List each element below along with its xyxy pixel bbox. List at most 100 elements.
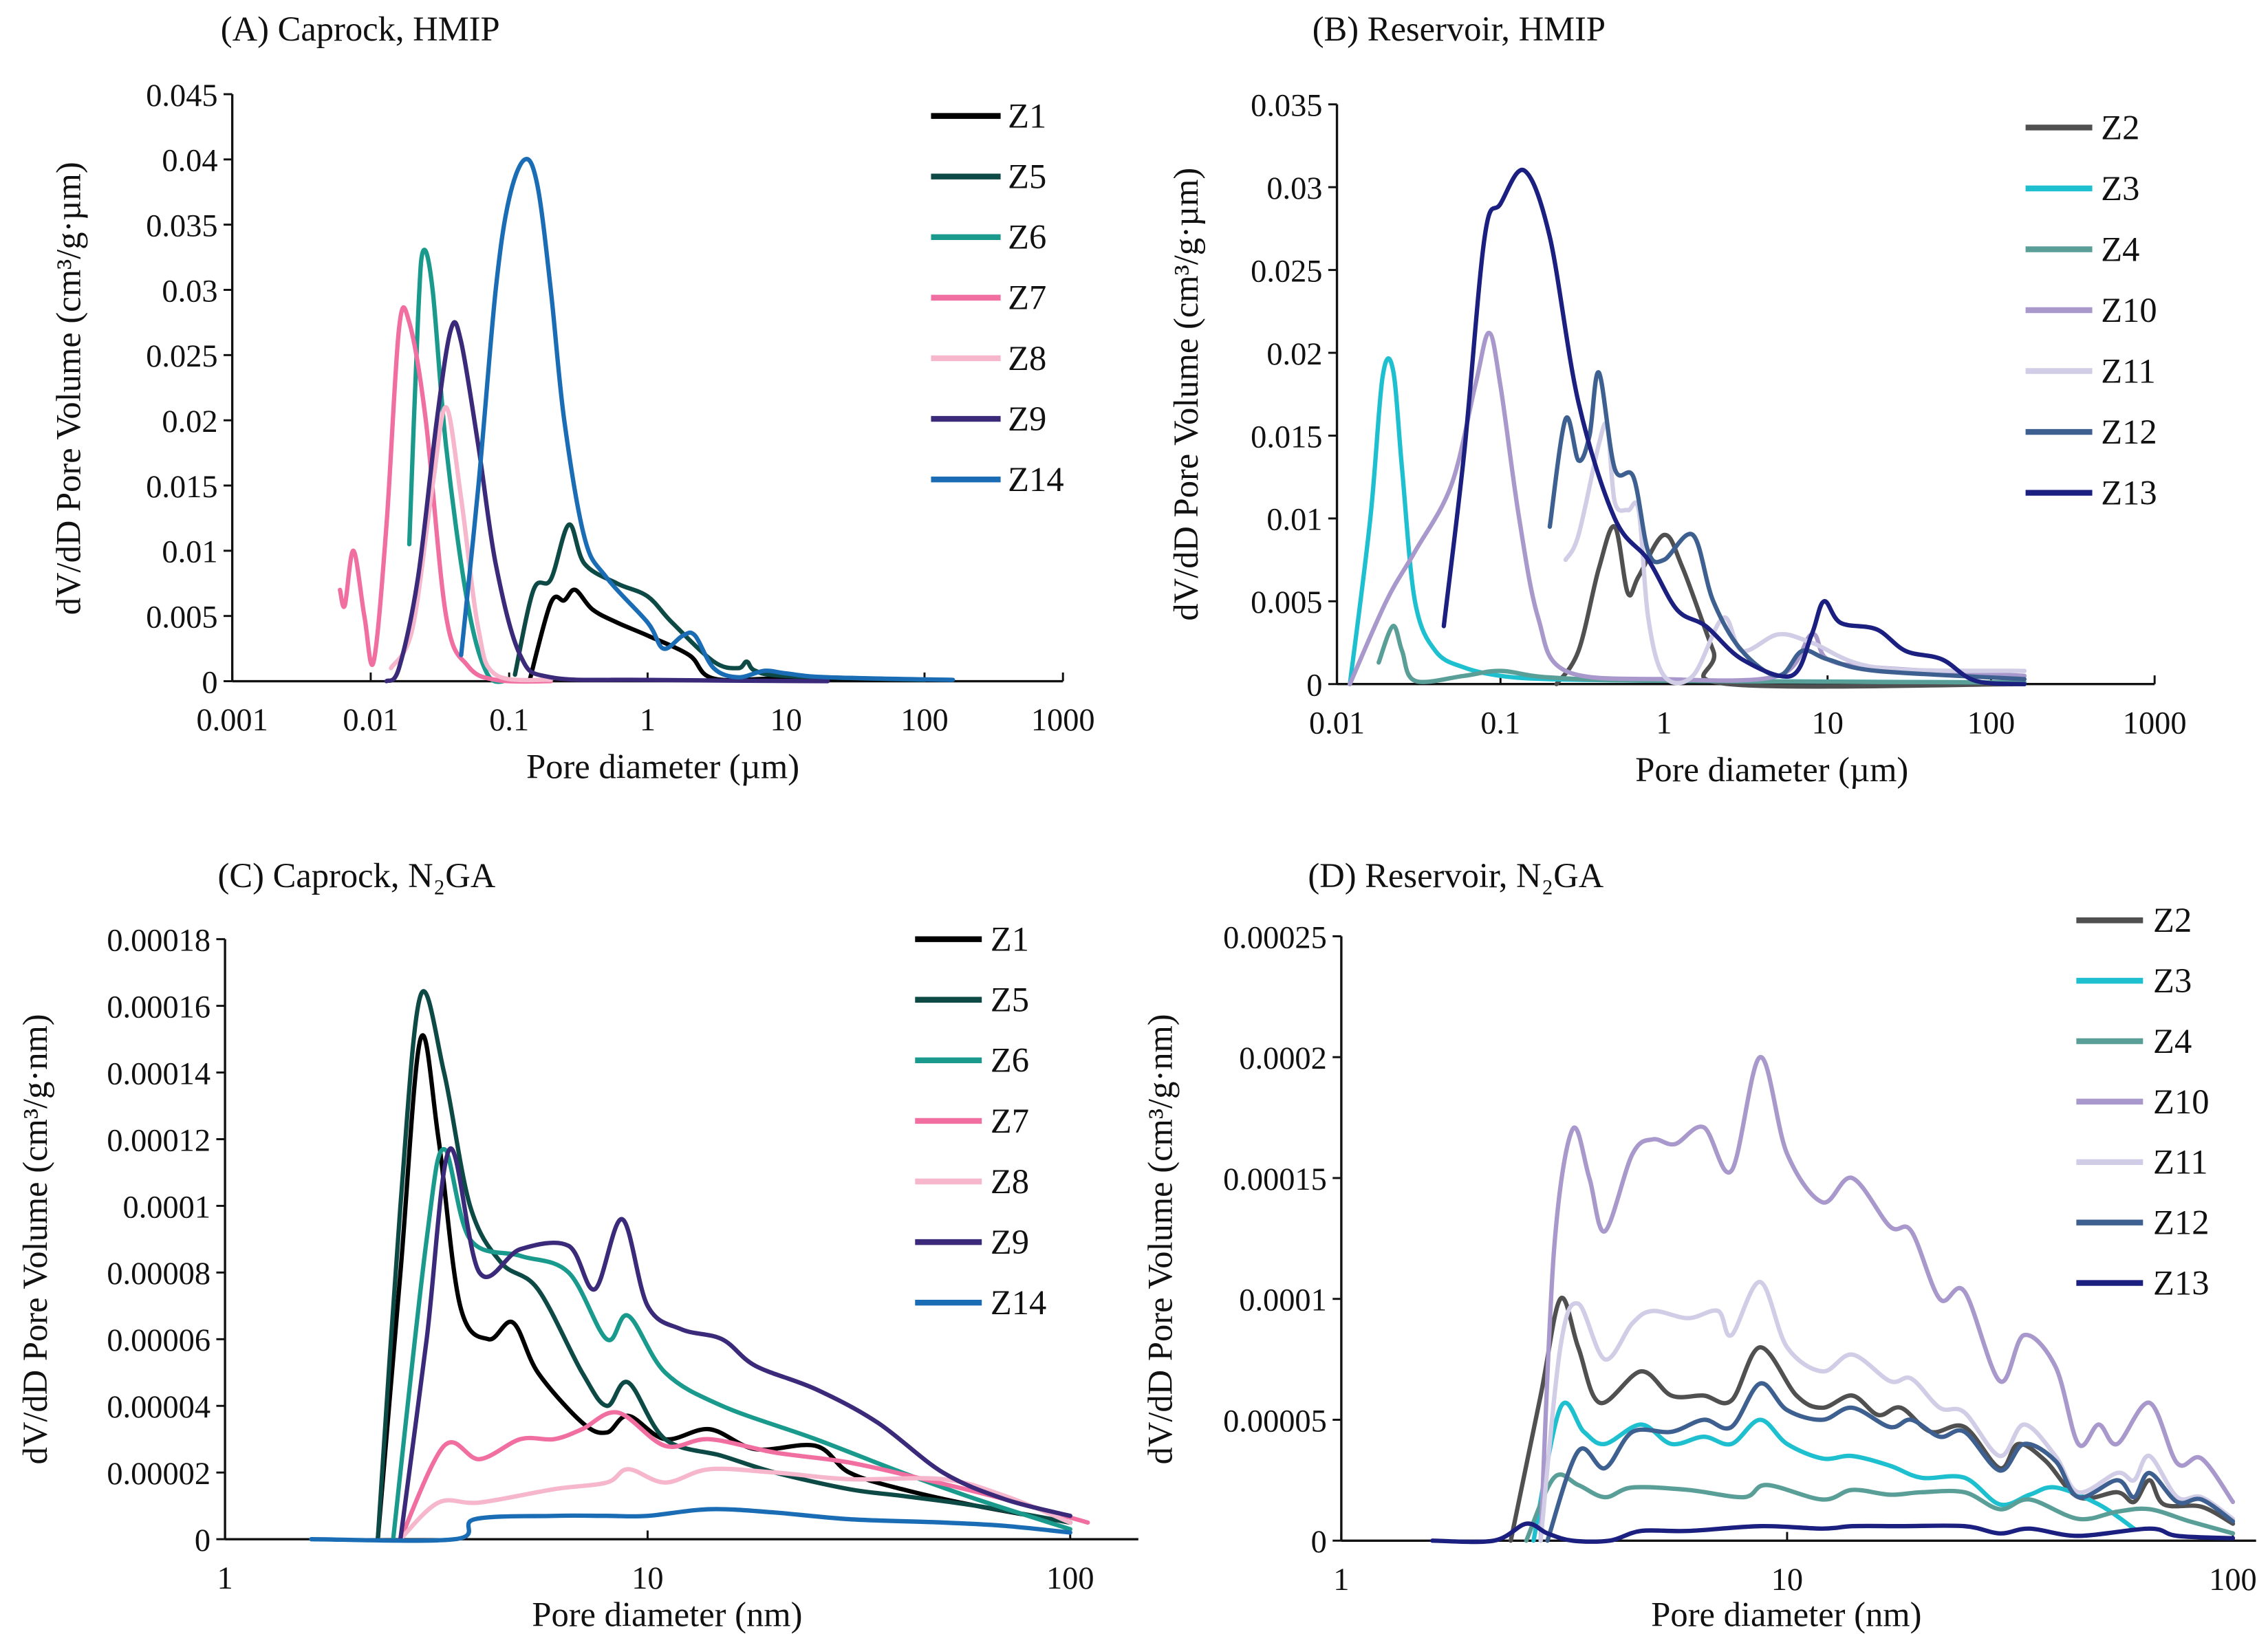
y-axis-label: dV/dD Pore Volume (cm³/g·µm) — [1167, 168, 1205, 621]
y-tick-label: 0.04 — [162, 144, 217, 179]
y-tick-label: 0.035 — [1251, 89, 1322, 124]
y-tick-label: 0.00005 — [1223, 1404, 1327, 1439]
legend-label: Z8 — [1008, 339, 1046, 378]
y-tick-label: 0 — [1306, 668, 1322, 704]
x-tick-label: 0.01 — [343, 703, 398, 738]
legend-label: Z9 — [1008, 400, 1046, 438]
y-tick-label: 0.00006 — [107, 1323, 210, 1358]
legend-label: Z8 — [991, 1162, 1029, 1201]
y-tick-label: 0.00002 — [107, 1457, 210, 1492]
series-line-z11 — [1538, 1279, 2236, 1543]
legend-label: Z4 — [2153, 1022, 2192, 1060]
y-tick-label: 0.025 — [146, 339, 217, 374]
series-line-z4 — [1376, 624, 2027, 685]
legend-label: Z9 — [991, 1223, 1029, 1261]
series-line-z4 — [1524, 1472, 2236, 1543]
legend-label: Z7 — [991, 1102, 1029, 1140]
series-line-z10 — [1538, 1055, 2236, 1543]
x-tick-label: 0.01 — [1309, 706, 1365, 741]
legend-label: Z3 — [2101, 169, 2139, 208]
legend-label: Z13 — [2101, 473, 2157, 512]
series-line-z13 — [1441, 167, 2027, 686]
y-tick-label: 0.00012 — [107, 1123, 210, 1158]
y-tick-label: 0 — [1311, 1525, 1327, 1560]
y-tick-label: 0.03 — [1266, 171, 1322, 206]
legend-label: Z14 — [991, 1283, 1046, 1322]
chart-panel-d: (D) Reservoir, N₂GA Pore diameter (nm) dV/… — [1141, 856, 2256, 1634]
legend-label: Z1 — [1008, 96, 1046, 135]
series-line-z10 — [1348, 330, 2027, 686]
x-tick-label: 10 — [770, 703, 802, 738]
series-line-z7 — [338, 305, 553, 684]
legend-label: Z12 — [2101, 413, 2157, 451]
y-axis-label: dV/dD Pore Volume (cm³/g·µm) — [49, 162, 87, 615]
y-tick-label: 0.045 — [146, 78, 217, 113]
legend-label: Z10 — [2101, 291, 2157, 329]
y-tick-label: 0.01 — [1266, 503, 1322, 538]
y-tick-label: 0.015 — [146, 470, 217, 505]
series-line-z5 — [376, 989, 1072, 1542]
chart-title: (B) Reservoir, HMIP — [1313, 10, 1606, 48]
legend-label: Z1 — [991, 920, 1029, 959]
series-line-z5 — [512, 522, 927, 682]
y-tick-label: 0.00008 — [107, 1256, 210, 1292]
x-tick-label: 10 — [1812, 706, 1844, 741]
y-tick-label: 0.005 — [146, 600, 217, 635]
legend-label: Z11 — [2101, 351, 2156, 390]
y-tick-label: 0.02 — [1266, 337, 1322, 372]
y-tick-label: 0.0001 — [123, 1190, 211, 1225]
series-line-z11 — [1563, 421, 2027, 686]
legend-label: Z5 — [1008, 157, 1046, 196]
x-tick-label: 0.001 — [196, 703, 268, 738]
chart-panel-b: (B) Reservoir, HMIP Pore diameter (µm) dV/… — [1167, 10, 2186, 789]
y-tick-label: 0.00015 — [1223, 1162, 1327, 1197]
y-tick-label: 0.00016 — [107, 990, 210, 1025]
chart-title: (A) Caprock, HMIP — [221, 10, 500, 48]
series-line-z14 — [459, 157, 955, 682]
y-tick-label: 0.00004 — [107, 1390, 210, 1425]
series-line-z3 — [1531, 1400, 2137, 1543]
x-axis-label: Pore diameter (µm) — [526, 748, 799, 786]
legend-label: Z13 — [2153, 1263, 2209, 1302]
y-tick-label: 0.025 — [1251, 254, 1322, 289]
y-tick-label: 0 — [195, 1523, 210, 1558]
legend-label: Z3 — [2153, 961, 2192, 1000]
x-tick-label: 1 — [217, 1561, 233, 1596]
series-line-z9 — [384, 320, 830, 684]
x-tick-label: 1000 — [2123, 706, 2187, 741]
y-tick-label: 0.03 — [162, 274, 217, 309]
x-axis-label: Pore diameter (µm) — [1635, 750, 1908, 789]
x-axis-label: Pore diameter (nm) — [1651, 1595, 1921, 1634]
y-tick-label: 0.0001 — [1239, 1283, 1327, 1318]
y-tick-label: 0.02 — [162, 404, 217, 439]
legend-label: Z6 — [991, 1041, 1029, 1080]
y-tick-label: 0.00018 — [107, 924, 210, 959]
legend-label: Z7 — [1008, 279, 1046, 317]
x-tick-label: 100 — [900, 703, 949, 738]
series-line-z6 — [407, 248, 512, 684]
series-line-z6 — [391, 1146, 1072, 1542]
x-axis-label: Pore diameter (nm) — [532, 1595, 802, 1634]
x-tick-label: 10 — [631, 1561, 663, 1596]
y-tick-label: 0.035 — [146, 209, 217, 244]
y-tick-label: 0.015 — [1251, 420, 1322, 455]
x-tick-label: 100 — [1046, 1561, 1094, 1596]
y-axis-label: dV/dD Pore Volume (cm³/g·nm) — [1141, 1014, 1179, 1464]
y-tick-label: 0 — [202, 665, 217, 700]
y-tick-label: 0.01 — [162, 535, 217, 570]
legend-label: Z2 — [2101, 108, 2139, 146]
legend-label: Z12 — [2153, 1203, 2209, 1242]
series-line-z2 — [1554, 524, 2027, 689]
x-tick-label: 10 — [1771, 1562, 1803, 1598]
series-line-z12 — [1545, 1381, 2236, 1543]
series-line-z13 — [1430, 1521, 2236, 1545]
series-line-z1 — [376, 1033, 1072, 1542]
series-line-z8 — [398, 1466, 1072, 1542]
x-tick-label: 1 — [640, 703, 656, 738]
series-line-z7 — [398, 1410, 1090, 1542]
series-line-z9 — [398, 1146, 1072, 1542]
y-tick-label: 0.0002 — [1239, 1041, 1327, 1076]
x-tick-label: 1 — [1656, 706, 1672, 741]
series-line-z12 — [1547, 370, 2027, 682]
